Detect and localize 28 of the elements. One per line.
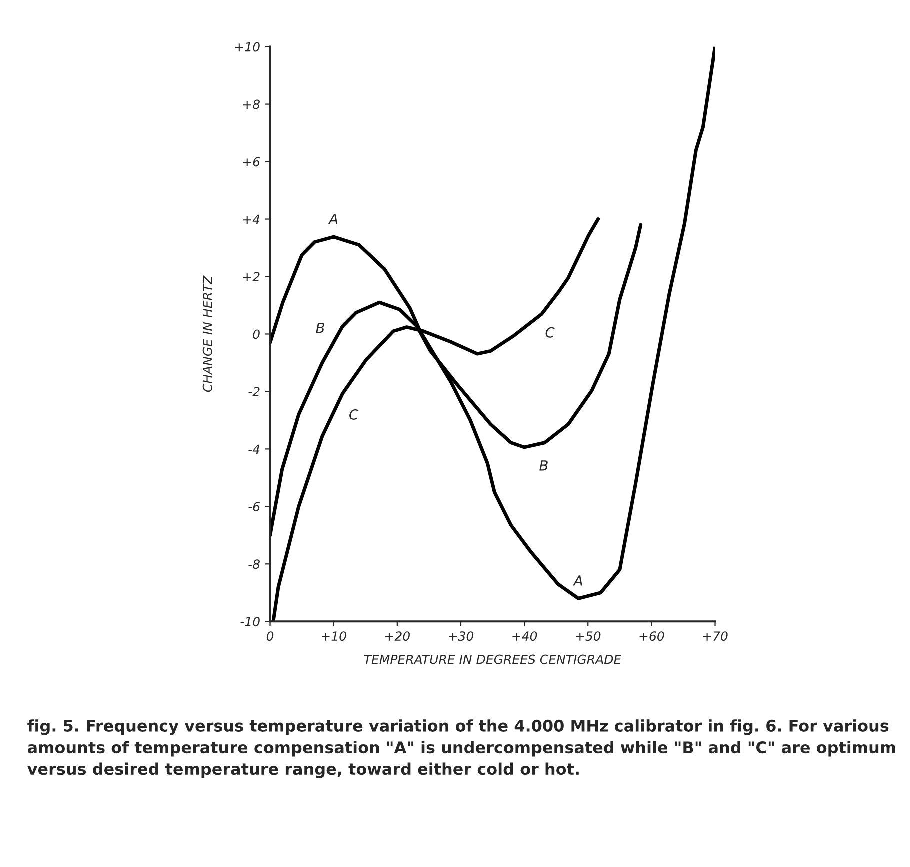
x-tick-label: +20 (386, 632, 410, 642)
y-tick-label: +10 (235, 42, 260, 52)
x-axis-title: TEMPERATURE IN DEGREES CENTIGRADE (364, 654, 622, 664)
y-tick-label: +2 (243, 272, 260, 282)
y-tick-label: -6 (248, 502, 260, 512)
annotation: B (540, 460, 548, 471)
annotation: C (546, 327, 555, 338)
annotation: A (573, 576, 582, 586)
y-tick-label: 0 (253, 330, 260, 340)
annotation: A (328, 214, 338, 224)
y-tick-label: +6 (243, 157, 260, 167)
y-axis-title: CHANGE IN HERTZ (202, 276, 212, 392)
y-tick-label: +4 (243, 214, 260, 224)
y-tick-label: -4 (248, 444, 260, 454)
x-tick-label: +70 (703, 632, 728, 642)
y-tick-label: -8 (248, 560, 260, 570)
y-tick-label: -10 (240, 617, 260, 627)
x-tick-label: 0 (266, 632, 274, 642)
x-tick-label: +60 (640, 632, 664, 642)
x-tick-label: +10 (322, 632, 346, 642)
x-tick-label: +30 (449, 632, 474, 642)
annotation: C (350, 409, 359, 420)
y-tick-label: -2 (248, 387, 260, 396)
caption: fig. 5. Frequency versus temperature variation of the 4.000 MHz calibrator in fig. 6. For various amounts of temperature compensation "A" is undercompensated while "B" and "C" are optimum versus desired temperature range, toward either cold or hot. (28, 720, 896, 778)
x-tick-label: +50 (576, 632, 601, 642)
x-tick-label: +40 (512, 632, 538, 642)
annotation: B (316, 322, 324, 334)
y-tick-label: +8 (243, 100, 260, 110)
